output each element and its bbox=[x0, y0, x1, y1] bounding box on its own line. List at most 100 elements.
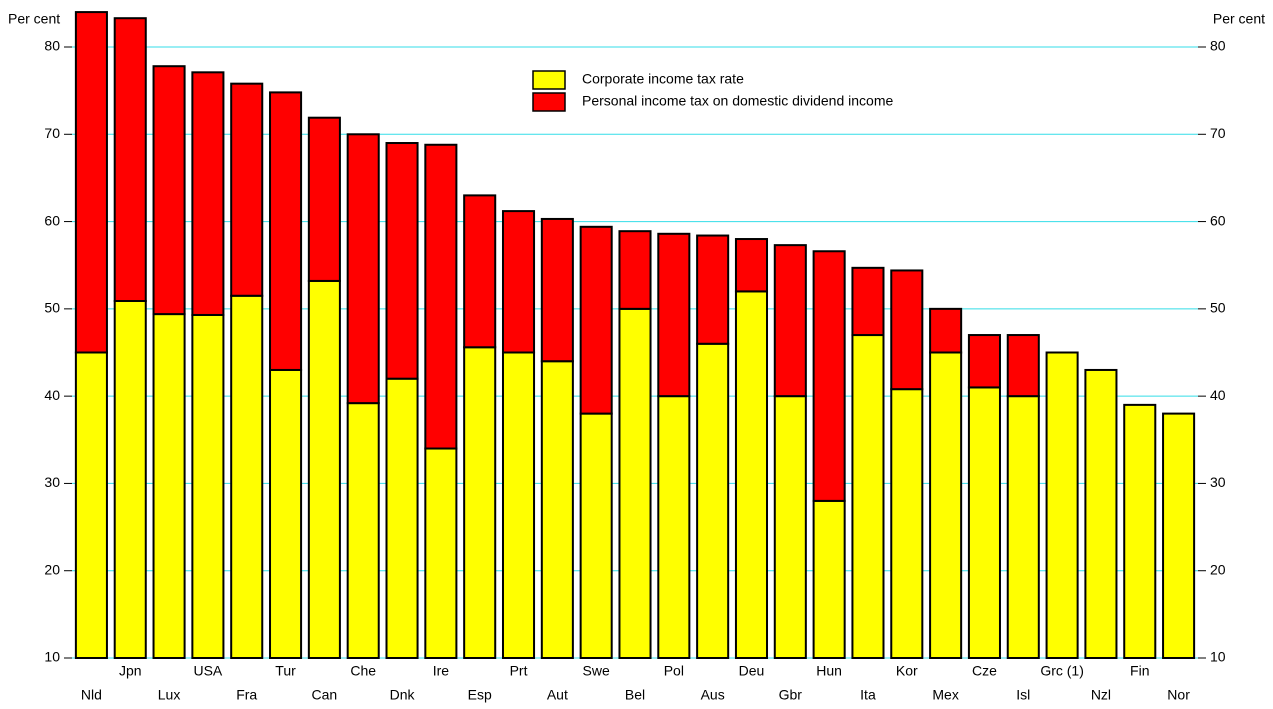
bar-segment bbox=[385, 142, 419, 380]
bar-segment bbox=[773, 244, 807, 398]
x-tick-label: Jpn bbox=[119, 663, 142, 679]
y2-tick-label: 10 bbox=[1210, 649, 1226, 665]
x-tick-label: Hun bbox=[816, 663, 842, 679]
bar-segment bbox=[113, 300, 147, 659]
x-tick-label: USA bbox=[193, 663, 222, 679]
bar-segment bbox=[269, 368, 303, 659]
x-tick-label: Pol bbox=[664, 663, 684, 679]
bar-segment bbox=[890, 388, 924, 659]
bar-segment bbox=[230, 294, 264, 659]
bar-segment bbox=[929, 307, 963, 354]
x-tick-label: Grc (1) bbox=[1040, 663, 1084, 679]
bar-segment bbox=[1123, 403, 1157, 659]
x-tick-label: Tur bbox=[275, 663, 296, 679]
x-tick-label: Gbr bbox=[779, 687, 803, 703]
bar-segment bbox=[696, 234, 730, 345]
bar-segment bbox=[579, 225, 613, 415]
y-tick-label: 50 bbox=[44, 300, 60, 316]
y-tick-label: 20 bbox=[44, 561, 60, 577]
y2-tick-label: 40 bbox=[1210, 387, 1226, 403]
bar-segment bbox=[734, 290, 769, 659]
y-tick-label: 70 bbox=[44, 125, 60, 141]
bar-segment bbox=[967, 334, 1001, 389]
bar-segment bbox=[734, 238, 769, 293]
x-tick-label: Fin bbox=[1130, 663, 1149, 679]
bar-segment bbox=[191, 71, 225, 316]
x-tick-label: Isl bbox=[1016, 687, 1030, 703]
x-tick-label: Aut bbox=[547, 687, 568, 703]
bar-segment bbox=[1084, 368, 1118, 659]
x-tick-label: Lux bbox=[158, 687, 181, 703]
y-tick-label: 60 bbox=[44, 212, 60, 228]
bar-segment bbox=[851, 266, 885, 337]
x-tick-label: Ire bbox=[433, 663, 450, 679]
bar-segment bbox=[967, 386, 1001, 659]
y2-tick-label: 80 bbox=[1210, 38, 1226, 54]
x-tick-label: Nor bbox=[1167, 687, 1190, 703]
bar-segment bbox=[307, 116, 341, 282]
x-tick-label: Fra bbox=[236, 687, 257, 703]
y2-tick-label: 50 bbox=[1210, 300, 1226, 316]
bar-segment bbox=[152, 65, 186, 316]
y-tick-label: 30 bbox=[44, 474, 60, 490]
bar-segment bbox=[424, 143, 458, 450]
bar-segment bbox=[191, 313, 225, 659]
bar-segment bbox=[812, 250, 846, 502]
x-tick-label: Deu bbox=[739, 663, 765, 679]
bar-segment bbox=[463, 194, 497, 349]
x-tick-label: Esp bbox=[468, 687, 492, 703]
x-tick-label: Cze bbox=[972, 663, 997, 679]
x-tick-label: Kor bbox=[896, 663, 918, 679]
x-tick-label: Aus bbox=[701, 687, 725, 703]
bar-segment bbox=[152, 313, 186, 659]
x-tick-label: Ita bbox=[860, 687, 876, 703]
y2-tick-label: 20 bbox=[1210, 561, 1226, 577]
bar-segment bbox=[657, 232, 691, 398]
bar-segment bbox=[501, 210, 536, 354]
x-tick-label: Nzl bbox=[1091, 687, 1111, 703]
bar-segment bbox=[307, 279, 341, 659]
bar-segment bbox=[1006, 334, 1040, 398]
legend-label: Personal income tax on domestic dividend… bbox=[582, 93, 893, 109]
y2-tick-label: 60 bbox=[1210, 212, 1226, 228]
bar-segment bbox=[540, 217, 574, 363]
bar-segment bbox=[1045, 351, 1079, 659]
y-tick-label: 80 bbox=[44, 38, 60, 54]
bar-segment bbox=[269, 91, 303, 371]
x-tick-label: Nld bbox=[81, 687, 102, 703]
bar-segment bbox=[385, 377, 419, 659]
x-tick-label: Bel bbox=[625, 687, 645, 703]
bar-segment bbox=[1006, 395, 1040, 659]
y2-axis-label: Per cent bbox=[1213, 11, 1265, 27]
y-tick-label: 40 bbox=[44, 387, 60, 403]
x-tick-label: Dnk bbox=[390, 687, 416, 703]
bar-segment bbox=[773, 395, 807, 659]
bar-segment bbox=[890, 269, 924, 391]
bar-segment bbox=[74, 351, 108, 659]
y-tick-label: 10 bbox=[44, 649, 60, 665]
bar-segment bbox=[696, 342, 730, 659]
bar-segment bbox=[501, 351, 536, 659]
x-tick-label: Swe bbox=[583, 663, 610, 679]
y-axis-label: Per cent bbox=[8, 11, 60, 27]
bar-segment bbox=[346, 402, 380, 659]
bar-segment bbox=[657, 395, 691, 659]
legend-label: Corporate income tax rate bbox=[582, 71, 744, 87]
bar-segment bbox=[540, 360, 574, 659]
bar-segment bbox=[424, 447, 458, 659]
bar-segment bbox=[346, 133, 380, 405]
bar-segment bbox=[851, 334, 885, 659]
bar-segment bbox=[579, 412, 613, 659]
legend-swatch bbox=[532, 70, 566, 90]
bar-segment bbox=[929, 351, 963, 659]
legend-swatch bbox=[532, 92, 566, 112]
x-tick-label: Mex bbox=[932, 687, 958, 703]
bar-segment bbox=[463, 346, 497, 659]
bar-segment bbox=[812, 499, 846, 659]
bar-segment bbox=[618, 230, 652, 310]
x-tick-label: Can bbox=[312, 687, 338, 703]
bar-segment bbox=[113, 17, 147, 303]
y2-tick-label: 30 bbox=[1210, 474, 1226, 490]
bar-segment bbox=[230, 82, 264, 297]
